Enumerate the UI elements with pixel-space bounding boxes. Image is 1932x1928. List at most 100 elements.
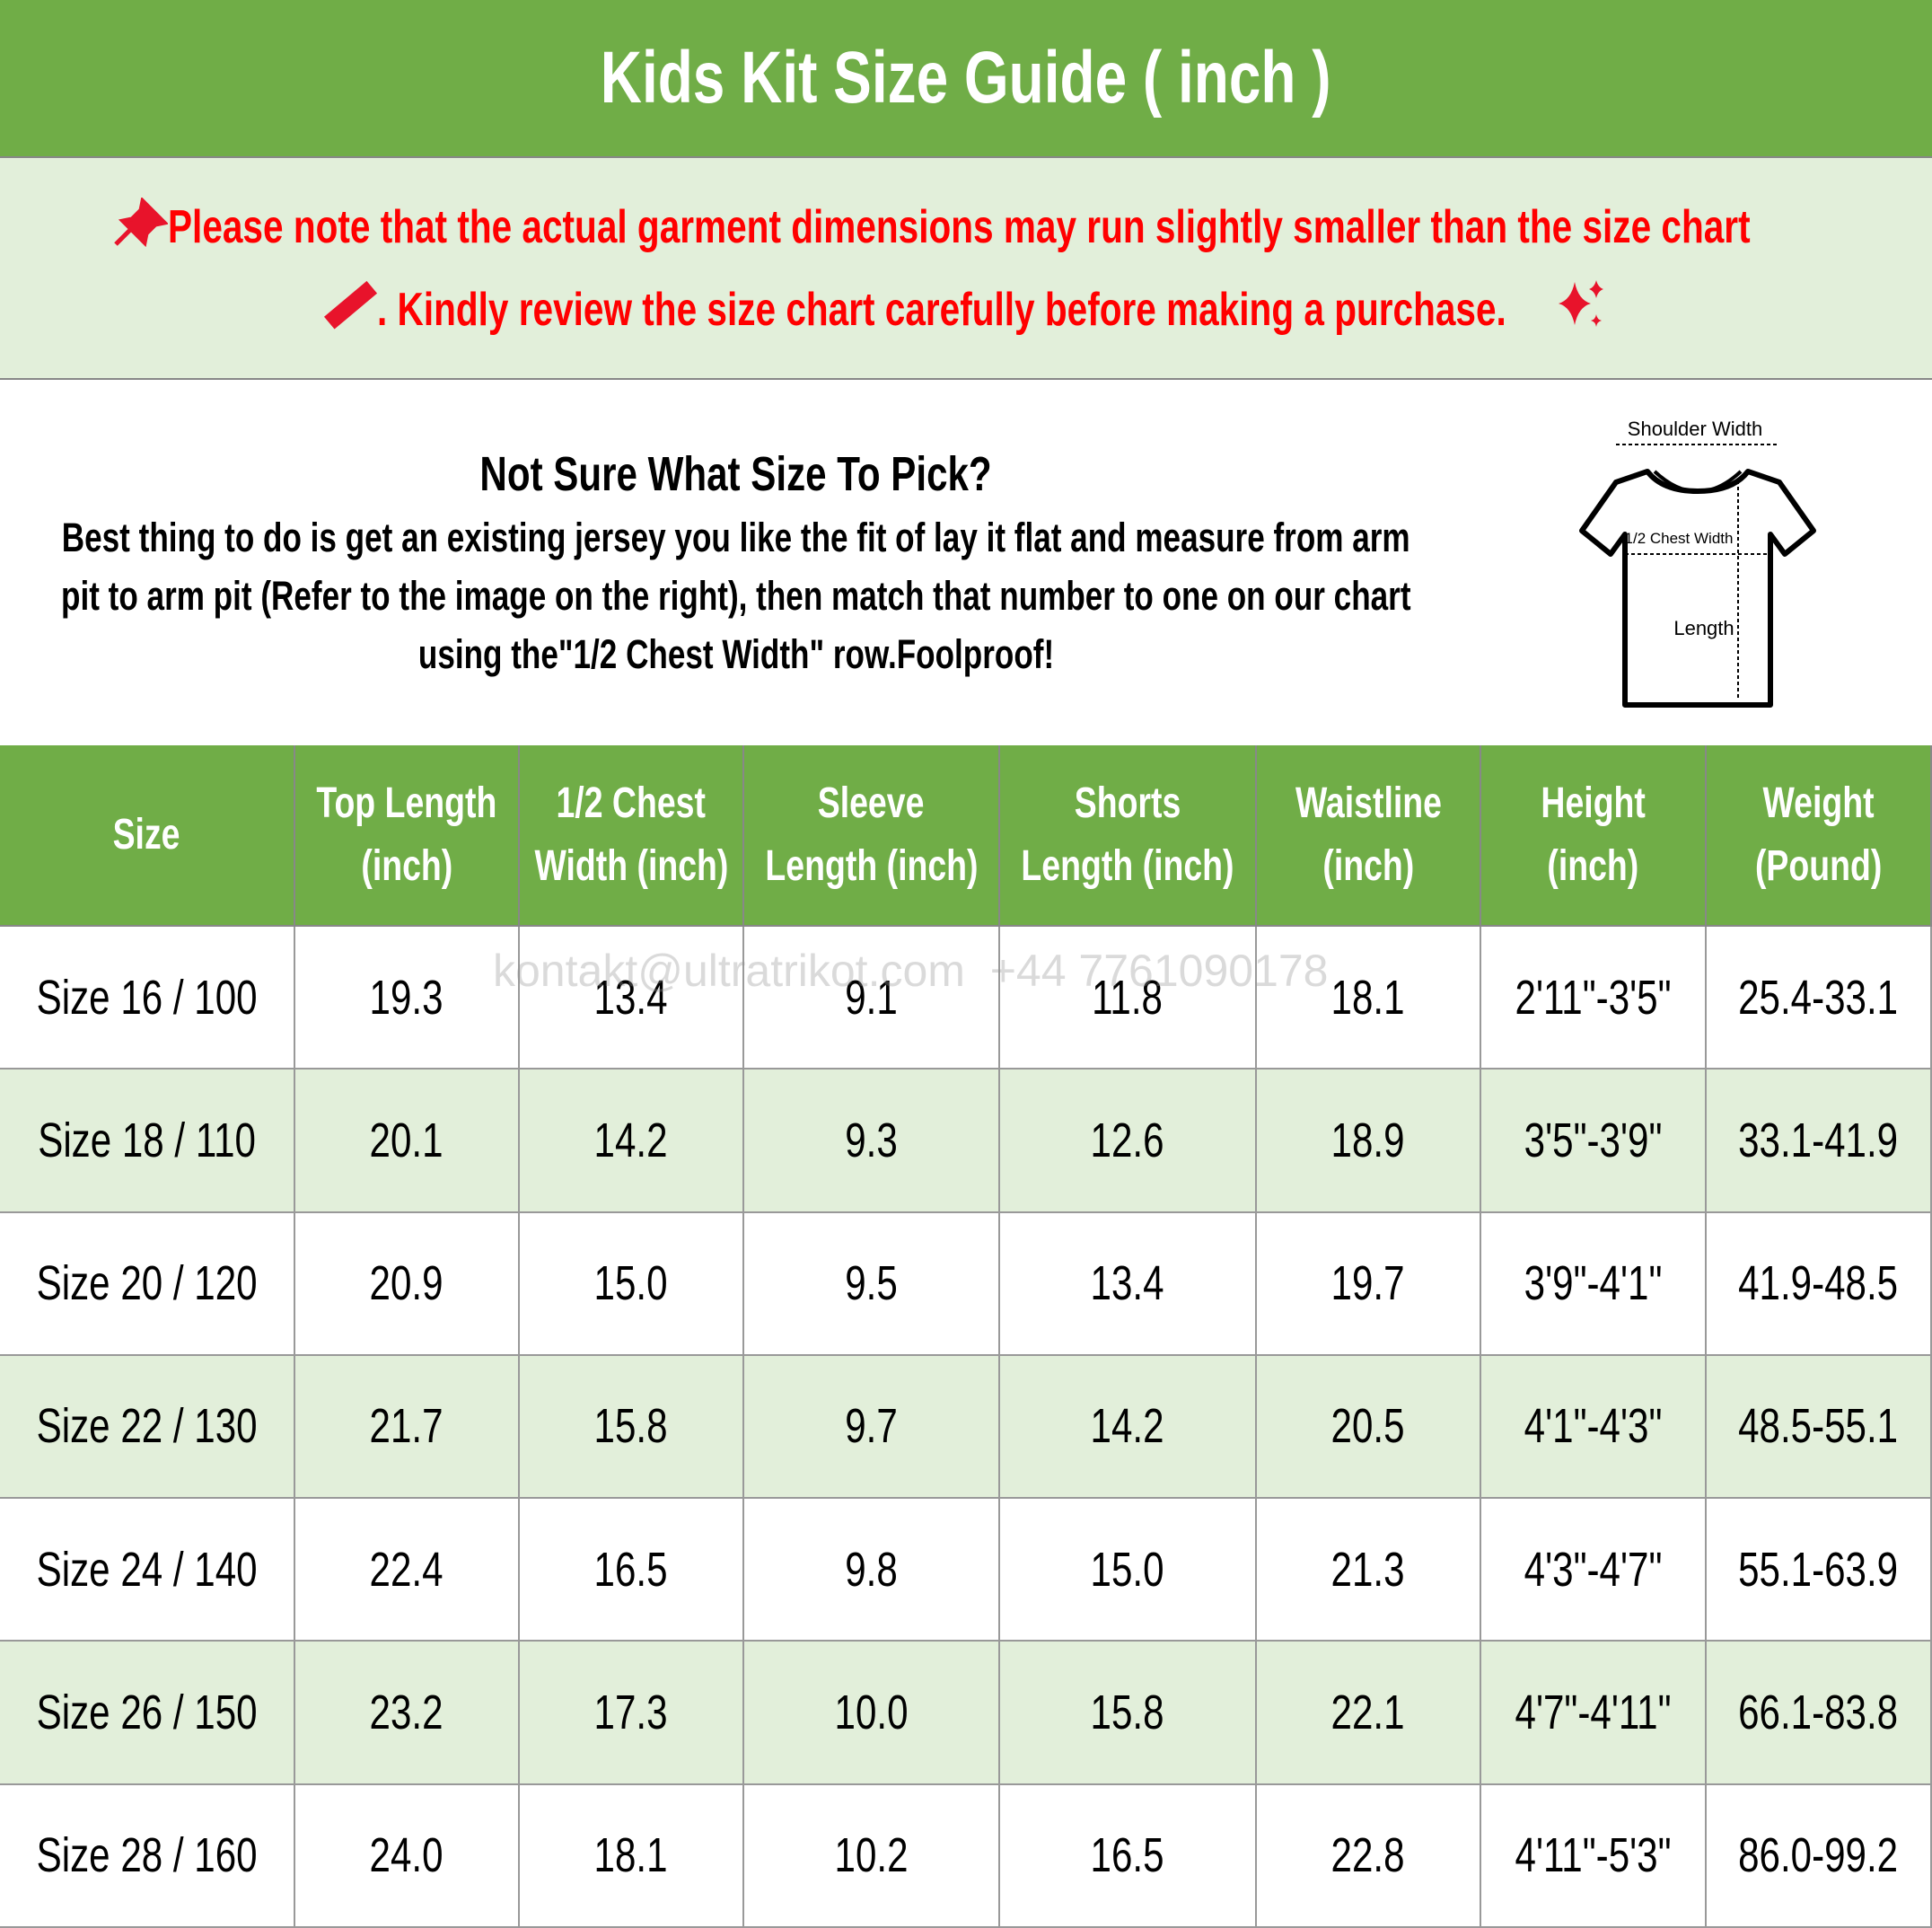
cell: 9.3 bbox=[744, 1070, 1000, 1213]
cell: 41.9-48.5 bbox=[1707, 1212, 1932, 1356]
cell-text: 19.3 bbox=[369, 970, 443, 1025]
header-cell: Top Length (inch) bbox=[295, 745, 520, 927]
notice: Please note that the actual garment dime… bbox=[0, 158, 1932, 380]
cell-text: Size 28 / 160 bbox=[36, 1828, 258, 1883]
cell-text: 48.5-55.1 bbox=[1738, 1399, 1899, 1454]
cell: 4'7"-4'11" bbox=[1481, 1642, 1707, 1785]
cell-text: 17.3 bbox=[593, 1686, 668, 1740]
cell-text: 15.8 bbox=[593, 1399, 668, 1454]
cell-text: 21.3 bbox=[1330, 1542, 1405, 1597]
cell: Size 18 / 110 bbox=[0, 1070, 295, 1213]
cell-text: Size 18 / 110 bbox=[38, 1113, 256, 1167]
cell: Size 20 / 120 bbox=[0, 1212, 295, 1356]
cell-text: 2'11"-3'5" bbox=[1515, 970, 1672, 1025]
cell-text: 41.9-48.5 bbox=[1738, 1256, 1899, 1311]
cell: 86.0-99.2 bbox=[1707, 1784, 1932, 1928]
header-text: (inch) bbox=[361, 842, 452, 890]
cell: 18.1 bbox=[1257, 927, 1481, 1070]
cell: 20.1 bbox=[295, 1070, 520, 1213]
cell-text: Size 24 / 140 bbox=[36, 1542, 258, 1597]
header-cell: Sleeve Length (inch) bbox=[744, 745, 1000, 927]
cell-text: 9.1 bbox=[845, 970, 898, 1025]
cell: 15.0 bbox=[1000, 1499, 1257, 1642]
cell: 4'1"-4'3" bbox=[1481, 1355, 1707, 1500]
cell-text: 86.0-99.2 bbox=[1738, 1828, 1899, 1883]
header-text: Height bbox=[1541, 779, 1646, 827]
cell-text: 55.1-63.9 bbox=[1738, 1542, 1899, 1597]
cell-text: 20.9 bbox=[369, 1256, 443, 1311]
cell-text: 15.0 bbox=[593, 1256, 668, 1311]
cell: 15.8 bbox=[1000, 1642, 1257, 1785]
cell: 16.5 bbox=[520, 1499, 744, 1642]
cell-text: 18.1 bbox=[1330, 970, 1405, 1025]
cell: 24.0 bbox=[295, 1784, 520, 1928]
cell: 18.9 bbox=[1257, 1070, 1481, 1213]
cell-text: 18.9 bbox=[1330, 1113, 1405, 1167]
header-text: Weight bbox=[1762, 779, 1875, 827]
cell: 14.2 bbox=[1000, 1355, 1257, 1500]
cell: 25.4-33.1 bbox=[1707, 927, 1932, 1070]
diagram-label: Shoulder Width bbox=[1628, 418, 1762, 440]
cell-text: 10.2 bbox=[834, 1828, 909, 1883]
header-cell: Shorts Length (inch) bbox=[1000, 745, 1257, 927]
cell: 21.3 bbox=[1257, 1499, 1481, 1642]
notice-row: . Kindly review the size chart carefully… bbox=[321, 269, 1611, 351]
info-line: using the"1/2 Chest Width" row.Foolproof… bbox=[417, 630, 1055, 677]
cell-text: Size 16 / 100 bbox=[36, 970, 258, 1025]
cell-text: Size 26 / 150 bbox=[36, 1686, 258, 1740]
header-text: (inch) bbox=[1322, 842, 1414, 890]
cell-text: 4'7"-4'11" bbox=[1515, 1686, 1672, 1740]
cell: Size 26 / 150 bbox=[0, 1642, 295, 1785]
cell-text: 9.5 bbox=[845, 1256, 898, 1311]
header-text: Sleeve bbox=[818, 779, 925, 827]
watermark: kontakt@ultratrikot.com +44 7761090178 bbox=[493, 946, 1329, 996]
cell: 4'3"-4'7" bbox=[1481, 1499, 1707, 1642]
cell-text: 10.0 bbox=[834, 1686, 909, 1740]
cell: 2'11"-3'5" bbox=[1481, 927, 1707, 1070]
cell: 3'9"-4'1" bbox=[1481, 1212, 1707, 1356]
cell: 66.1-83.8 bbox=[1707, 1642, 1932, 1785]
cell: 10.0 bbox=[744, 1642, 1000, 1785]
info: Not Sure What Size To Pick? Best thing t… bbox=[0, 431, 1472, 691]
cell: 13.4 bbox=[1000, 1212, 1257, 1356]
cell-text: 22.4 bbox=[369, 1542, 443, 1597]
cell: 33.1-41.9 bbox=[1707, 1070, 1932, 1213]
cell-text: 16.5 bbox=[593, 1542, 668, 1597]
header-text: Top Length bbox=[316, 779, 497, 827]
cell-text: 12.6 bbox=[1090, 1113, 1164, 1167]
cell: 11.8 bbox=[1000, 927, 1257, 1070]
cell-text: 15.0 bbox=[1090, 1542, 1164, 1597]
cell: Size 22 / 130 bbox=[0, 1355, 295, 1500]
header-text: Width (inch) bbox=[534, 842, 728, 890]
header-cell: Height (inch) bbox=[1481, 745, 1707, 927]
cell-text: 66.1-83.8 bbox=[1738, 1686, 1899, 1740]
cell-text: Size 20 / 120 bbox=[36, 1256, 258, 1311]
header-cell: 1/2 Chest Width (inch) bbox=[520, 745, 744, 927]
cell-text: 4'1"-4'3" bbox=[1524, 1399, 1663, 1454]
cell-text: 14.2 bbox=[1090, 1399, 1164, 1454]
header-text: (Pound) bbox=[1754, 842, 1883, 890]
header-text: (inch) bbox=[1547, 842, 1639, 890]
cell-text: 25.4-33.1 bbox=[1738, 970, 1899, 1025]
cell-text: 22.1 bbox=[1330, 1686, 1405, 1740]
notice-line: Please note that the actual garment dime… bbox=[168, 200, 1751, 253]
header-text: Length (inch) bbox=[1021, 842, 1234, 890]
ruler-icon bbox=[323, 280, 377, 330]
sparkle-icon bbox=[1559, 279, 1604, 327]
cell-text: 11.8 bbox=[1092, 970, 1164, 1025]
cell-text: 20.1 bbox=[369, 1113, 443, 1167]
cell-text: 13.4 bbox=[593, 970, 668, 1025]
header-text: Shorts bbox=[1074, 779, 1181, 827]
header-text: 1/2 Chest bbox=[556, 779, 707, 827]
cell: 17.3 bbox=[520, 1642, 744, 1785]
cell-text: 15.8 bbox=[1090, 1686, 1164, 1740]
pin-icon bbox=[114, 196, 170, 247]
title: Kids Kit Size Guide ( inch ) bbox=[601, 37, 1331, 119]
cell-text: 33.1-41.9 bbox=[1738, 1113, 1899, 1167]
size-table: Size Top Length (inch) 1/2 Chest Width (inch… bbox=[0, 745, 1932, 1928]
cell: 14.2 bbox=[520, 1070, 744, 1213]
cell-text: 13.4 bbox=[1090, 1256, 1164, 1311]
cell: 9.5 bbox=[744, 1212, 1000, 1356]
info-body: Best thing to do is get an existing jers… bbox=[0, 508, 1602, 683]
